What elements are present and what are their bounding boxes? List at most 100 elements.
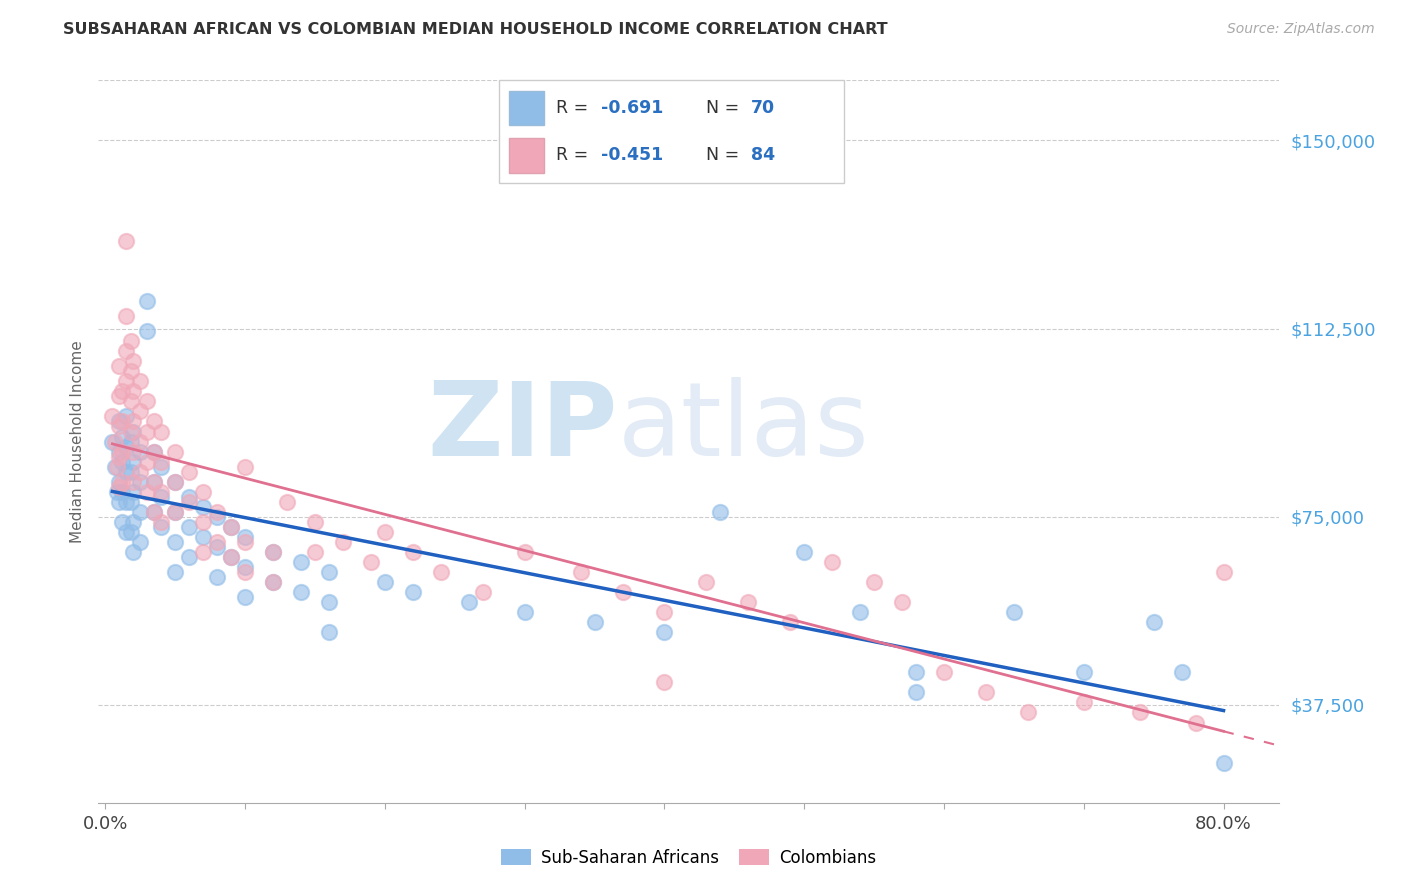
Point [108,359,131,374]
Point [111,444,134,458]
Point [318,625,340,640]
Point [932,665,955,680]
Y-axis label: Median Household Income: Median Household Income [69,340,84,543]
Point [290,585,312,599]
Point [179,490,201,504]
Point [233,590,256,604]
Point [136,425,159,439]
Point [219,520,242,534]
Point [233,534,256,549]
Point [150,484,173,499]
Point [193,545,215,559]
Point [1073,665,1095,680]
Point [1002,605,1025,619]
Point [360,555,382,569]
Text: SUBSAHARAN AFRICAN VS COLOMBIAN MEDIAN HOUSEHOLD INCOME CORRELATION CHART: SUBSAHARAN AFRICAN VS COLOMBIAN MEDIAN H… [63,22,889,37]
Point [1073,696,1095,710]
Point [108,494,131,508]
Point [179,549,201,564]
Point [122,545,145,559]
Point [193,515,215,529]
Point [233,530,256,544]
Point [219,549,242,564]
Point [779,615,801,630]
Point [863,574,886,589]
Point [122,515,145,529]
Point [129,434,152,449]
Point [150,490,173,504]
Point [129,444,152,458]
Point [115,344,138,359]
Point [737,595,759,609]
Point [115,494,138,508]
Point [136,454,159,468]
Point [122,414,145,428]
Text: atlas: atlas [619,376,870,477]
Point [612,585,634,599]
Point [115,465,138,479]
Point [122,475,145,489]
Point [150,515,173,529]
Text: 84: 84 [751,146,775,164]
Point [143,444,166,458]
Point [115,524,138,539]
Point [108,444,131,458]
Point [974,685,997,699]
Text: N =: N = [706,99,745,117]
Point [654,675,676,690]
Point [111,454,134,468]
Point [205,570,228,584]
Point [120,524,142,539]
Point [165,444,187,458]
Point [129,465,152,479]
Point [115,440,138,454]
Point [304,515,326,529]
Point [471,585,494,599]
Point [122,354,145,368]
Point [122,384,145,399]
Point [1143,615,1166,630]
Point [233,560,256,574]
Point [583,615,606,630]
Point [905,685,928,699]
Point [122,484,145,499]
Legend: Sub-Saharan Africans, Colombians: Sub-Saharan Africans, Colombians [502,848,876,867]
Point [402,545,425,559]
Text: -0.691: -0.691 [600,99,664,117]
Point [205,540,228,554]
Point [143,414,166,428]
Point [136,484,159,499]
Point [165,565,187,579]
Point [457,595,479,609]
Text: -0.451: -0.451 [600,146,664,164]
Point [129,475,152,489]
Point [143,475,166,489]
Point [1170,665,1192,680]
Point [219,549,242,564]
Text: R =: R = [555,146,593,164]
Point [101,434,124,449]
Point [143,475,166,489]
Point [150,425,173,439]
Text: N =: N = [706,146,745,164]
Point [111,429,134,443]
Point [115,409,138,424]
Point [111,414,134,428]
Point [374,524,396,539]
Point [290,555,312,569]
Point [120,465,142,479]
Point [122,444,145,458]
Point [1212,565,1234,579]
Point [165,475,187,489]
Point [104,434,127,449]
Point [709,505,731,519]
Point [179,520,201,534]
Point [129,374,152,388]
Point [1017,706,1039,720]
Point [891,595,914,609]
Point [205,534,228,549]
Point [143,505,166,519]
Point [262,574,284,589]
Point [150,459,173,474]
Point [402,585,425,599]
